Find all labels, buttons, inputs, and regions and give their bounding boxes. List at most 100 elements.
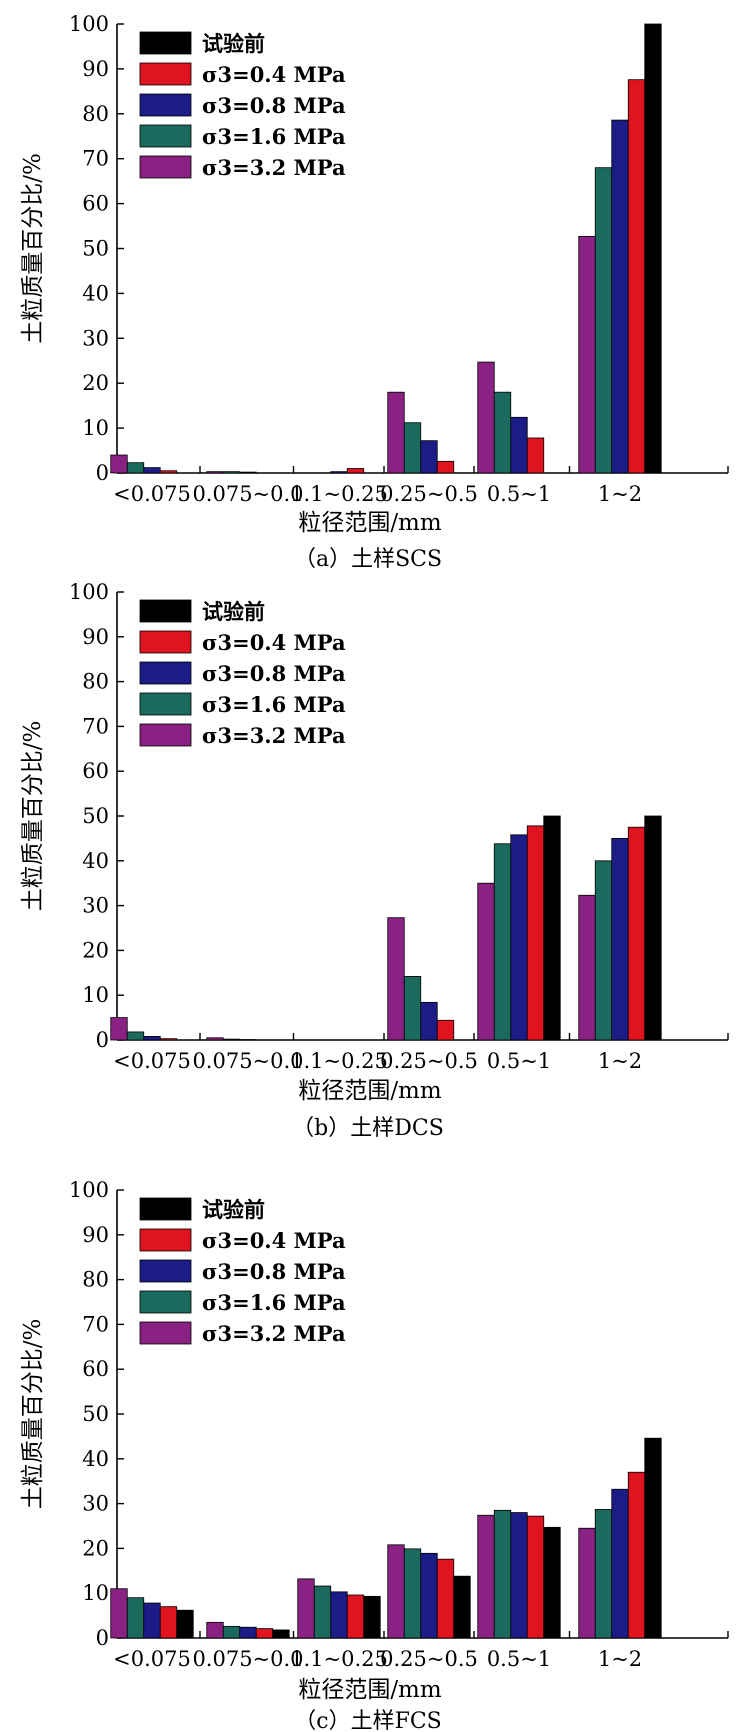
y-tick-label: 30 xyxy=(82,326,109,350)
x-tick-label: 0.5~1 xyxy=(487,1647,551,1671)
bar-s32-4 xyxy=(477,361,495,474)
x-tick-label: 0.1~0.25 xyxy=(290,482,388,506)
bar-s16-4 xyxy=(493,843,512,1041)
bar-s08-5 xyxy=(611,119,629,474)
x-tick-label: 0.075~0.1 xyxy=(192,1049,303,1073)
bar-s04-0 xyxy=(159,1038,178,1041)
panel-caption: （b）土样DCS xyxy=(292,1116,444,1141)
y-tick-label: 0 xyxy=(96,1028,109,1052)
legend-swatch-before xyxy=(139,599,192,623)
y-tick-label: 80 xyxy=(82,1268,109,1292)
bar-s32-1 xyxy=(206,1621,224,1639)
legend-swatch-s04 xyxy=(139,1228,192,1252)
y-tick-label: 40 xyxy=(82,281,109,305)
y-tick-label: 60 xyxy=(82,192,109,216)
y-tick-label: 100 xyxy=(69,12,109,36)
legend-label-s16: σ3=1.6 MPa xyxy=(202,692,346,717)
bar-s08-2 xyxy=(330,1591,348,1639)
legend-label-s32: σ3=3.2 MPa xyxy=(202,155,346,180)
y-tick-label: 80 xyxy=(82,102,109,126)
y-tick-label: 70 xyxy=(82,1312,109,1336)
bar-s32-0 xyxy=(110,1017,128,1041)
bar-s08-1 xyxy=(239,471,257,474)
x-axis-label: 粒径范围/mm xyxy=(298,510,442,536)
y-tick-label: 60 xyxy=(82,1357,109,1381)
legend-label-s16: σ3=1.6 MPa xyxy=(202,124,346,149)
legend-label-before: 试验前 xyxy=(202,1197,265,1222)
x-tick-label: 1~2 xyxy=(598,1049,642,1073)
y-tick-label: 40 xyxy=(82,849,109,873)
bar-s32-3 xyxy=(387,1544,405,1639)
y-tick-label: 50 xyxy=(82,1402,109,1426)
bar-s08-4 xyxy=(510,1512,528,1639)
legend-swatch-s16 xyxy=(139,692,192,716)
bar-s04-5 xyxy=(627,1471,646,1639)
legend-swatch-s08 xyxy=(139,661,192,685)
y-tick-label: 10 xyxy=(82,983,109,1007)
bar-s32-5 xyxy=(578,1527,596,1639)
bar-s16-1 xyxy=(222,471,241,474)
bar-s08-2 xyxy=(330,471,348,474)
bar-s16-5 xyxy=(594,1509,613,1639)
bar-s04-1 xyxy=(255,1628,274,1639)
bar-s08-3 xyxy=(420,1552,438,1639)
legend-swatch-s16 xyxy=(139,1290,192,1314)
y-tick-label: 0 xyxy=(96,1626,109,1650)
legend-swatch-before xyxy=(139,31,192,55)
chart-panel-1: 0 10 20 30 40 50 60 70 80 90 100 <0.075 0.075~0.10.1… xyxy=(20,12,729,572)
y-tick-label: 50 xyxy=(82,237,109,261)
y-tick-label: 10 xyxy=(82,1581,109,1605)
bar-before-1 xyxy=(272,1629,290,1639)
legend-label-s32: σ3=3.2 MPa xyxy=(202,1321,346,1346)
y-tick-label: 70 xyxy=(82,147,109,171)
bar-s08-4 xyxy=(510,834,528,1041)
bar-s08-1 xyxy=(239,1626,257,1639)
bar-s32-5 xyxy=(578,894,596,1041)
bar-s16-1 xyxy=(222,1625,241,1639)
bar-s04-0 xyxy=(159,470,178,474)
x-tick-label: <0.075 xyxy=(113,1049,191,1073)
bar-s04-3 xyxy=(436,1558,455,1639)
y-tick-label: 20 xyxy=(82,371,109,395)
bar-before-4 xyxy=(543,1526,561,1639)
y-tick-label: 70 xyxy=(82,714,109,738)
bar-before-0 xyxy=(176,1609,194,1639)
legend-label-s32: σ3=3.2 MPa xyxy=(202,723,346,748)
legend-label-s16: σ3=1.6 MPa xyxy=(202,1290,346,1315)
bar-s16-1 xyxy=(222,1038,241,1041)
x-tick-label: 0.5~1 xyxy=(487,482,551,506)
bar-s16-4 xyxy=(493,391,512,474)
panel-caption: （a）土样SCS xyxy=(294,547,442,572)
y-tick-label: 90 xyxy=(82,625,109,649)
bar-s32-0 xyxy=(110,1588,128,1639)
bar-s08-0 xyxy=(143,1036,161,1041)
legend-swatch-s16 xyxy=(139,124,192,148)
bar-s08-3 xyxy=(420,440,438,474)
bar-s32-3 xyxy=(387,391,405,474)
legend-swatch-s08 xyxy=(139,93,192,117)
bar-s32-4 xyxy=(477,1514,495,1639)
bar-s04-5 xyxy=(627,79,646,474)
legend-swatch-s08 xyxy=(139,1259,192,1283)
bar-before-2 xyxy=(363,1595,381,1639)
bar-before-5 xyxy=(644,815,662,1041)
y-tick-label: 30 xyxy=(82,1492,109,1516)
bar-before-5 xyxy=(644,23,662,474)
bar-s32-2 xyxy=(297,1578,315,1639)
y-tick-label: 90 xyxy=(82,57,109,81)
chart-panel-2: 0 10 20 30 40 50 60 70 80 90 100 <0.075 0.075~0.10.1… xyxy=(20,580,729,1141)
bar-s16-4 xyxy=(493,1509,512,1639)
bar-s16-5 xyxy=(594,167,613,474)
bar-s08-3 xyxy=(420,1001,438,1041)
x-tick-label: 0.1~0.25 xyxy=(290,1049,388,1073)
bar-s32-1 xyxy=(206,471,224,474)
bar-s08-4 xyxy=(510,416,528,474)
x-axis-label: 粒径范围/mm xyxy=(298,1078,442,1104)
legend-label-s04: σ3=0.4 MPa xyxy=(202,62,346,87)
x-tick-label: 0.5~1 xyxy=(487,1049,551,1073)
bar-s32-3 xyxy=(387,917,405,1041)
bar-s16-2 xyxy=(313,1585,332,1639)
legend-swatch-s04 xyxy=(139,62,192,86)
x-tick-label: <0.075 xyxy=(113,482,191,506)
